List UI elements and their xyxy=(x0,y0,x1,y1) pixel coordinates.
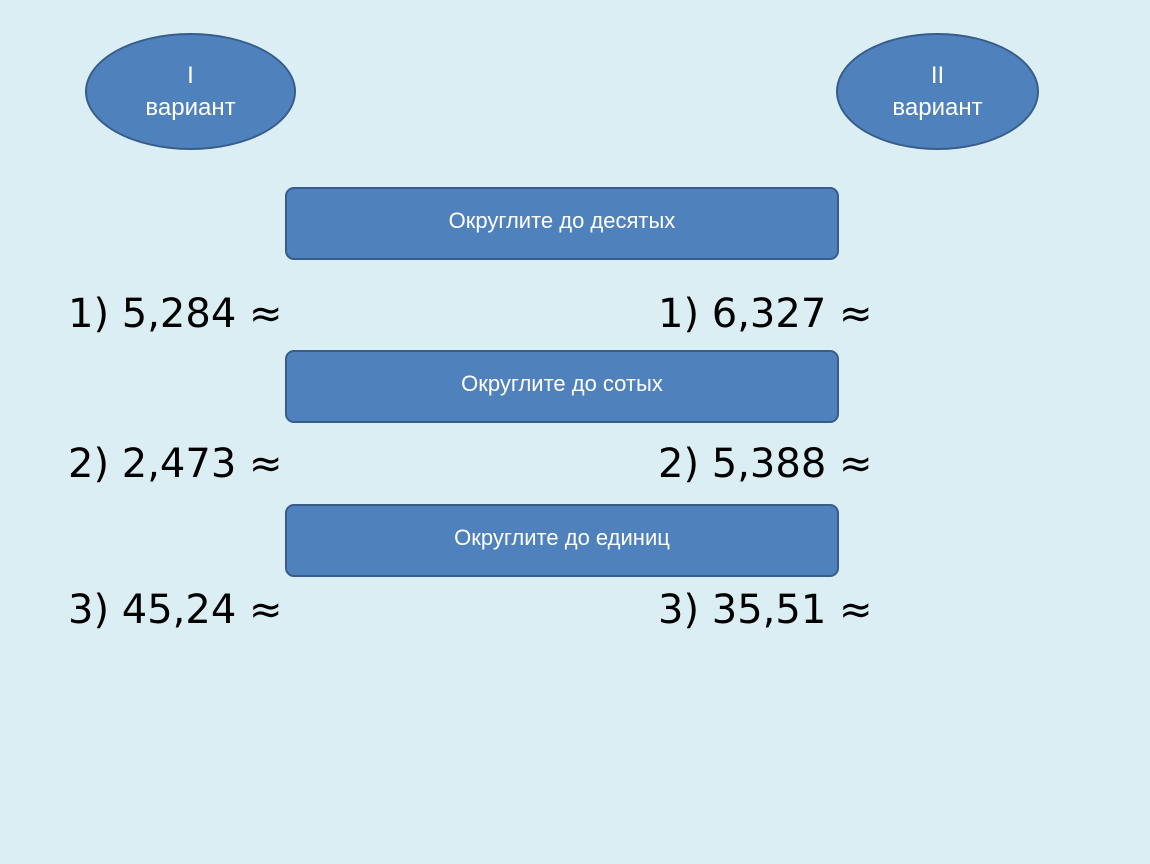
variant-2-oval: II вариант xyxy=(836,33,1039,150)
instruction-banner-units: Округлите до единиц xyxy=(285,504,839,577)
variant-1-problem-2: 2) 2,473 ≈ xyxy=(68,441,283,487)
variant-2-numeral: II xyxy=(930,61,945,89)
variant-1-problem-1: 1) 5,284 ≈ xyxy=(68,291,283,337)
variant-2-problem-2: 2) 5,388 ≈ xyxy=(658,441,873,487)
variant-1-label: вариант xyxy=(145,93,236,121)
instruction-text: Округлите до сотых xyxy=(461,370,663,396)
instruction-text: Округлите до единиц xyxy=(454,524,670,550)
variant-1-oval: I вариант xyxy=(85,33,296,150)
variant-1-numeral: I xyxy=(187,61,194,89)
variant-1-problem-3: 3) 45,24 ≈ xyxy=(68,587,283,633)
variant-2-problem-1: 1) 6,327 ≈ xyxy=(658,291,873,337)
variant-2-label: вариант xyxy=(892,93,983,121)
instruction-text: Округлите до десятых xyxy=(448,207,676,233)
instruction-banner-tenths: Округлите до десятых xyxy=(285,187,839,260)
variant-2-problem-3: 3) 35,51 ≈ xyxy=(658,587,873,633)
instruction-banner-hundredths: Округлите до сотых xyxy=(285,350,839,423)
